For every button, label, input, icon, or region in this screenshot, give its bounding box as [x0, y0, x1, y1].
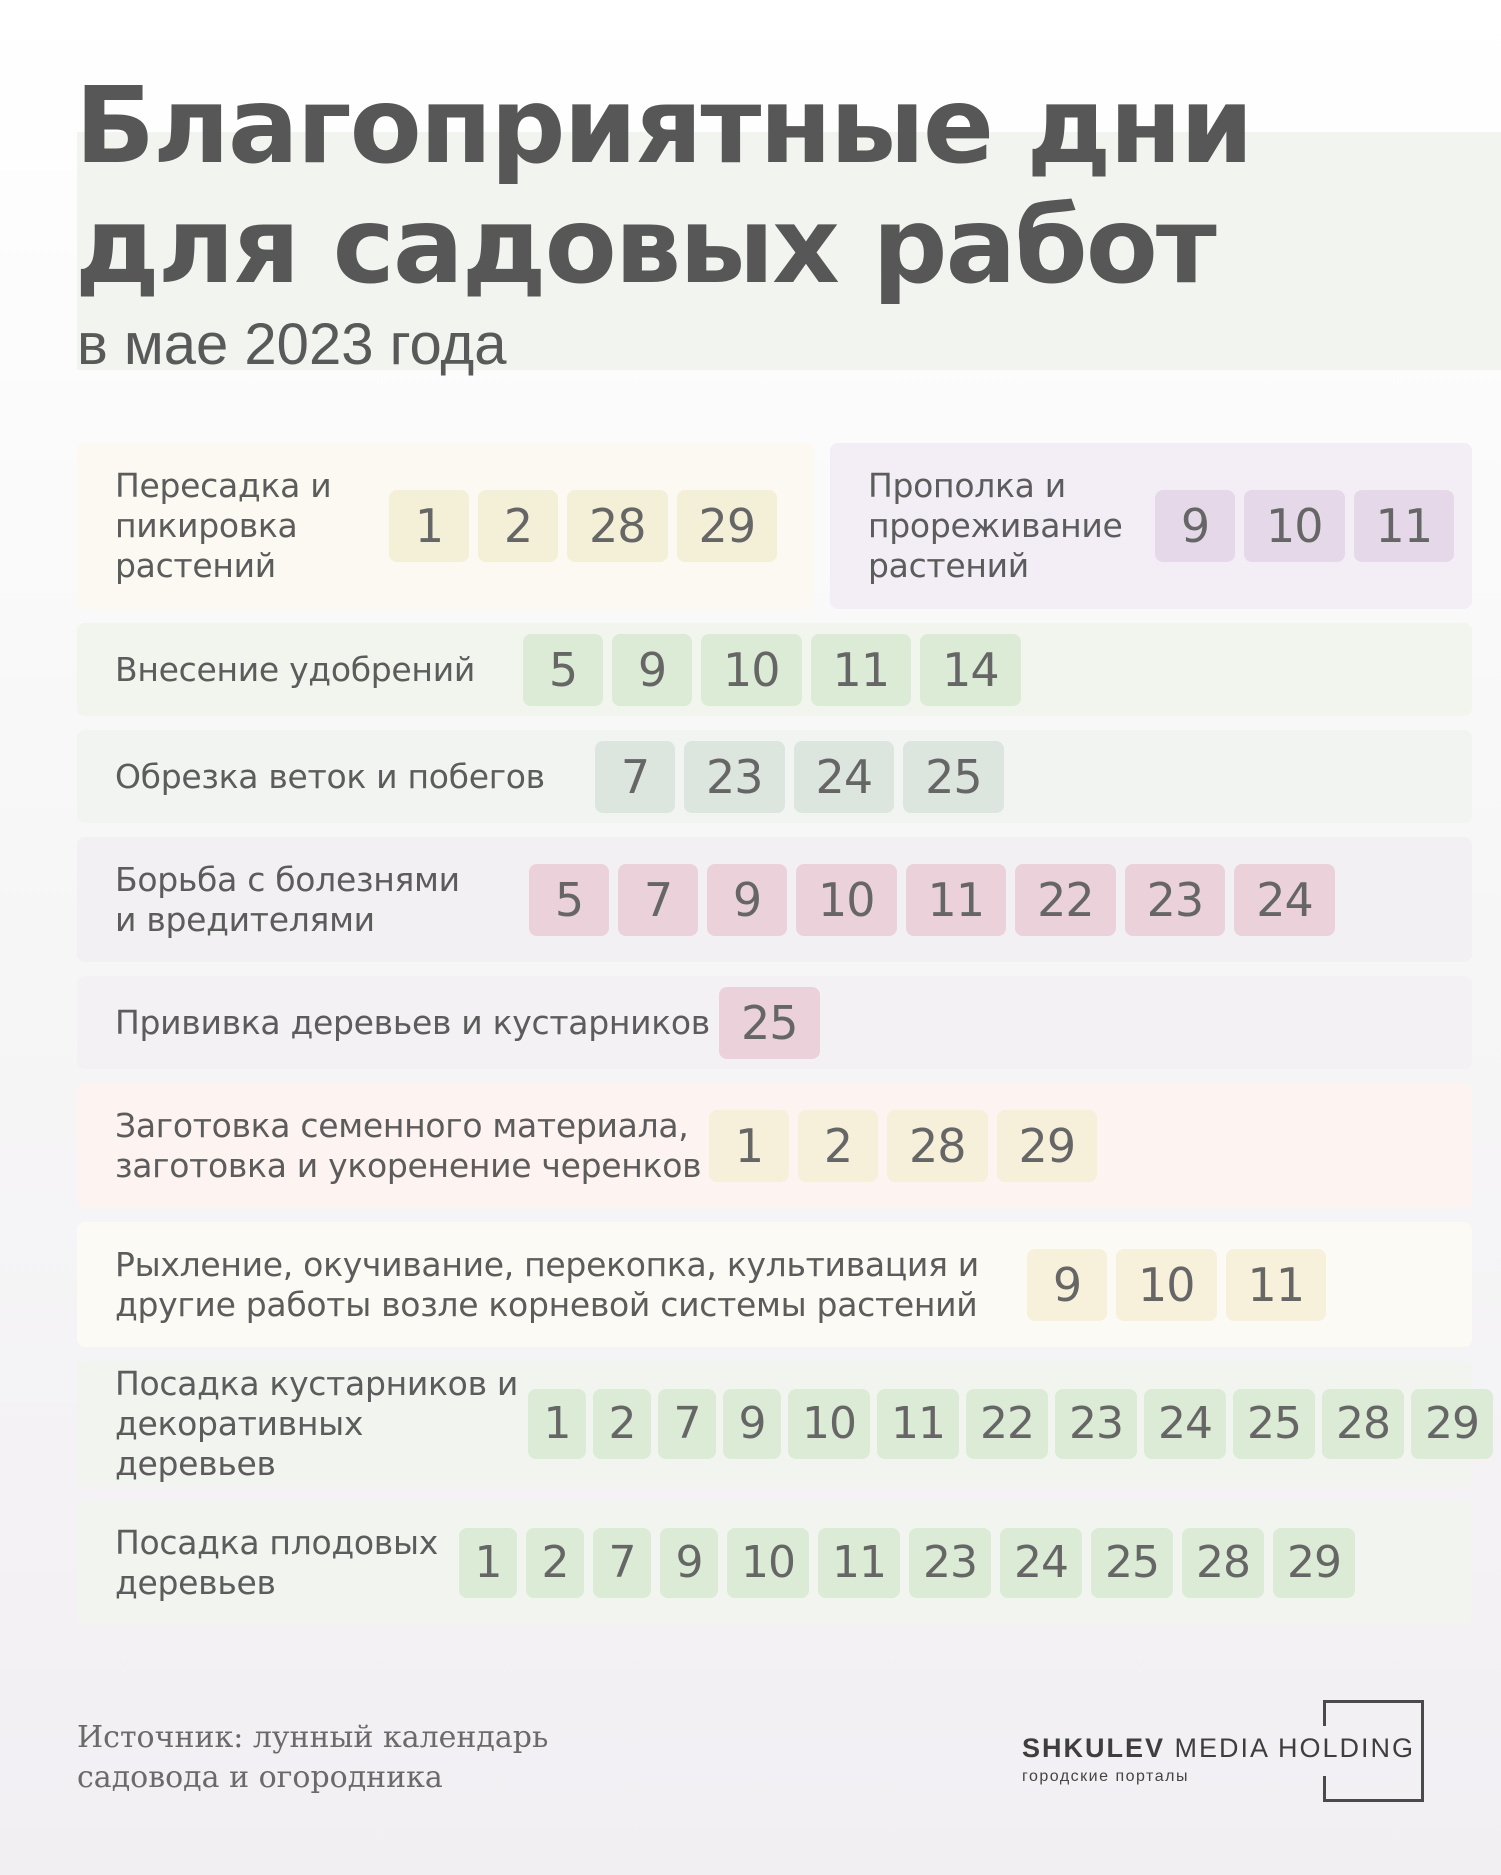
activity-label: Посадка кустарников и декоративных дерев…: [115, 1363, 519, 1483]
date-chip: 9: [707, 863, 787, 936]
date-chip: 9: [660, 1527, 718, 1598]
date-chip: 10: [1244, 490, 1345, 562]
title-line-1: Благоприятные дни: [75, 65, 1254, 187]
date-chip: 2: [478, 490, 558, 562]
activity-row-fruit-tree-planting: Посадка плодовых деревьев 1 2 7 9 10 11 23 24 25…: [77, 1500, 1472, 1625]
date-chip: 24: [793, 740, 895, 813]
activity-label: Обрезка веток и побегов: [115, 756, 545, 796]
title-line-2: для садовых работ: [75, 185, 1217, 307]
date-chip: 10: [788, 1388, 870, 1459]
date-chip: 5: [523, 633, 603, 706]
activity-label: Посадка плодовых деревьев: [115, 1522, 438, 1602]
date-chip: 7: [658, 1388, 716, 1459]
date-chip: 25: [1233, 1388, 1315, 1459]
date-chip: 11: [810, 633, 912, 706]
date-chip: 7: [593, 1527, 651, 1598]
date-list: 9 10 11: [1155, 490, 1455, 562]
date-chip: 23: [1124, 863, 1226, 936]
activity-label: Прополка и прореживание растений: [868, 466, 1123, 585]
logo-wordmark: SHKULEV MEDIA HOLDING: [1022, 1733, 1415, 1764]
date-chip: 9: [1155, 490, 1235, 562]
date-chip: 9: [1027, 1248, 1107, 1321]
date-chip: 5: [529, 863, 609, 936]
logo-rest: MEDIA HOLDING: [1165, 1733, 1416, 1763]
logo-tagline: городские порталы: [1022, 1768, 1189, 1785]
date-chip: 11: [905, 863, 1007, 936]
date-chip: 25: [1091, 1527, 1173, 1598]
date-chip: 23: [684, 740, 785, 813]
date-chip: 1: [459, 1527, 517, 1598]
date-chip: 7: [595, 740, 675, 813]
date-list: 5 7 9 10 11 22 23 24: [529, 863, 1335, 936]
date-chip: 7: [618, 863, 698, 936]
activity-label: Заготовка семенного материала, заготовка…: [115, 1105, 702, 1185]
activity-row-grafting: Прививка деревьев и кустарников 25: [77, 976, 1472, 1069]
date-chip: 10: [1116, 1248, 1217, 1321]
date-chip: 29: [996, 1109, 1098, 1182]
date-chip: 29: [1411, 1388, 1493, 1459]
activity-row-loosening: Рыхление, окучивание, перекопка, культив…: [77, 1222, 1472, 1347]
date-list: 5 9 10 11 14: [523, 633, 1021, 706]
date-chip: 11: [877, 1388, 959, 1459]
date-chip: 9: [612, 633, 692, 706]
activity-row-pruning: Обрезка веток и побегов 7 23 24 25: [77, 730, 1472, 823]
date-chip: 11: [1353, 490, 1455, 562]
activity-row-pest-control: Борьба с болезнями и вредителями 5 7 9 10 11…: [77, 837, 1472, 962]
date-chip: 10: [796, 863, 897, 936]
date-chip: 28: [1322, 1388, 1404, 1459]
date-list: 9 10 11: [1027, 1248, 1327, 1321]
date-chip: 11: [1225, 1248, 1327, 1321]
activity-row-seed-material: Заготовка семенного материала, заготовка…: [77, 1083, 1472, 1208]
activity-label: Внесение удобрений: [115, 649, 475, 689]
activity-label: Рыхление, окучивание, перекопка, культив…: [115, 1244, 979, 1324]
date-chip: 28: [1182, 1527, 1264, 1598]
activity-row-transplanting: Пересадка и пикировка растений 1 2 28 29: [77, 443, 814, 609]
date-chip: 23: [1055, 1388, 1137, 1459]
logo-frame: [1323, 1700, 1424, 1802]
date-chip: 24: [1234, 863, 1335, 936]
date-chip: 14: [920, 633, 1021, 706]
source-note: Источник: лунный календарь садовода и ог…: [77, 1720, 549, 1795]
date-chip: 22: [966, 1388, 1048, 1459]
date-chip: 22: [1015, 863, 1116, 936]
date-list: 1 2 7 9 10 11 22 23 24 25 28 29: [528, 1388, 1493, 1459]
page-subtitle: в мае 2023 года: [77, 312, 507, 377]
activity-label: Пересадка и пикировка растений: [115, 466, 332, 585]
date-chip: 23: [909, 1527, 991, 1598]
date-chip: 2: [798, 1109, 878, 1182]
date-chip: 1: [389, 490, 469, 562]
date-list: 1 2 28 29: [709, 1109, 1098, 1182]
activity-row-shrub-planting: Посадка кустарников и декоративных дерев…: [77, 1361, 1493, 1486]
date-list: 1 2 7 9 10 11 23 24 25 28 29: [459, 1527, 1355, 1598]
activity-row-weeding: Прополка и прореживание растений 9 10 11: [830, 443, 1472, 609]
activity-label: Борьба с болезнями и вредителями: [115, 859, 460, 939]
date-chip: 9: [723, 1388, 781, 1459]
date-chip: 25: [903, 740, 1004, 813]
date-chip: 28: [567, 490, 668, 562]
date-chip: 2: [526, 1527, 584, 1598]
activity-label: Прививка деревьев и кустарников: [115, 1002, 710, 1042]
activity-row-fertilizing: Внесение удобрений 5 9 10 11 14: [77, 623, 1472, 716]
date-chip: 10: [701, 633, 802, 706]
date-chip: 29: [676, 490, 778, 562]
date-list: 25: [719, 986, 820, 1059]
date-list: 1 2 28 29: [389, 490, 778, 562]
date-chip: 24: [1144, 1388, 1226, 1459]
logo-bold: SHKULEV: [1022, 1733, 1166, 1763]
title-band: [77, 132, 1501, 370]
date-chip: 1: [709, 1109, 789, 1182]
date-chip: 28: [887, 1109, 988, 1182]
date-chip: 25: [719, 986, 820, 1059]
date-chip: 29: [1273, 1527, 1355, 1598]
date-chip: 24: [1000, 1527, 1082, 1598]
date-chip: 11: [818, 1527, 900, 1598]
page-title: Благоприятные дни для садовых работ: [75, 65, 1254, 307]
date-list: 7 23 24 25: [595, 740, 1004, 813]
date-chip: 2: [593, 1388, 651, 1459]
date-chip: 1: [528, 1388, 586, 1459]
date-chip: 10: [727, 1527, 809, 1598]
